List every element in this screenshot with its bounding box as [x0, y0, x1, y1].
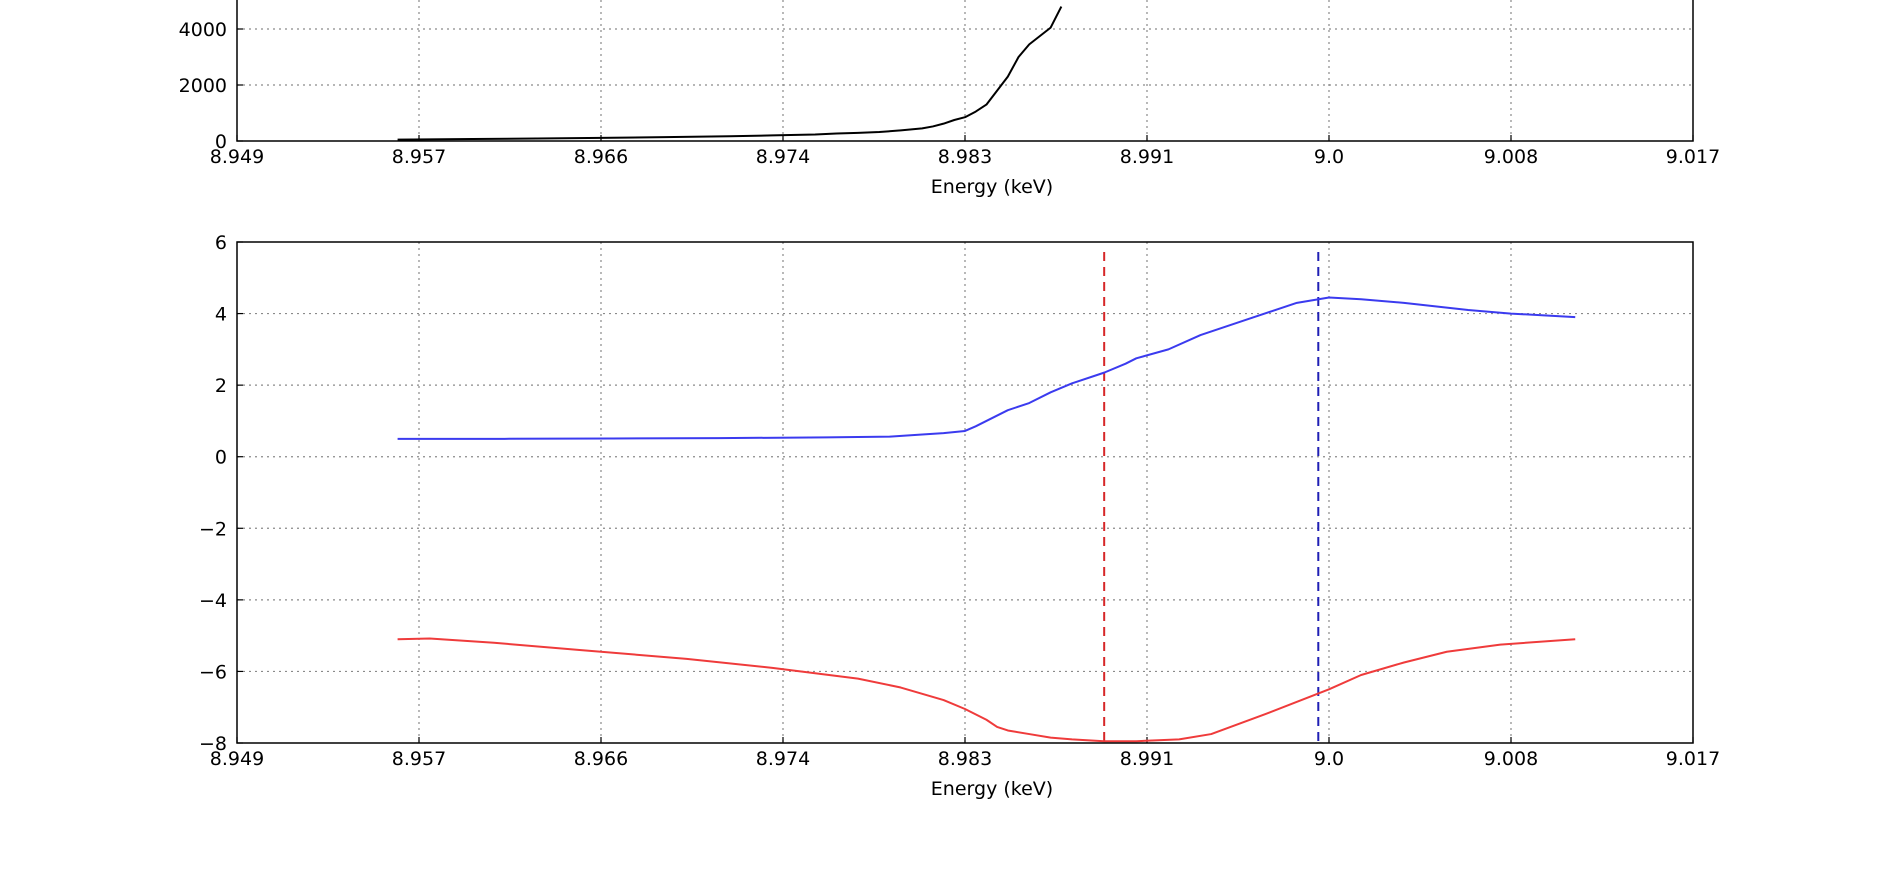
bottom-y-tick-label: −6	[199, 661, 227, 683]
bottom-plot-frame	[236, 241, 1694, 744]
bottom-y-tick-label: 6	[215, 232, 227, 254]
top-x-axis-label: Energy (keV)	[931, 176, 1053, 198]
bottom-plot-panel: 8.949 8.957 8.966 8.974 8.983 8.991 9.0 9.008 9.…	[199, 232, 1720, 800]
bottom-x-tick-label: 8.991	[1120, 748, 1174, 770]
bottom-x-tick-label: 8.957	[392, 748, 446, 770]
top-x-tick-label: 8.949	[210, 146, 264, 168]
bottom-series-line-0	[397, 296, 1576, 440]
bottom-y-tick-label: 4	[215, 304, 227, 326]
bottom-y-tick-label: 2	[215, 375, 227, 397]
top-plot-panel: 8.949 8.957 8.966 8.974 8.983 8.991 9.0 9.008 9.…	[179, 0, 1720, 198]
top-x-tick-label: 9.0	[1314, 146, 1344, 168]
bottom-x-tick-label: 8.974	[756, 748, 810, 770]
top-x-tick-label: 8.983	[938, 146, 992, 168]
bottom-x-tick-label: 8.949	[210, 748, 264, 770]
bottom-y-tick-label: 0	[215, 447, 227, 469]
top-x-tick-label: 8.957	[392, 146, 446, 168]
bottom-x-tick-label: 9.017	[1666, 748, 1720, 770]
bottom-y-tick-label: −8	[199, 733, 227, 755]
top-y-tick-label: 2000	[179, 75, 227, 97]
bottom-x-tick-label: 9.008	[1484, 748, 1538, 770]
top-x-tick-label: 8.974	[756, 146, 810, 168]
top-x-tick-label: 8.991	[1120, 146, 1174, 168]
top-x-tick-label: 9.008	[1484, 146, 1538, 168]
bottom-x-tick-label: 8.983	[938, 748, 992, 770]
bottom-x-axis-label: Energy (keV)	[931, 778, 1053, 800]
top-series-line-0	[397, 6, 1063, 141]
bottom-series-line-1	[397, 637, 1576, 743]
top-y-tick-label: 4000	[179, 19, 227, 41]
bottom-x-tick-label: 8.966	[574, 748, 628, 770]
top-plot-frame	[236, 0, 1694, 142]
bottom-y-tick-label: −2	[199, 518, 227, 540]
top-x-tick-label: 9.017	[1666, 146, 1720, 168]
top-x-tick-label: 8.966	[574, 146, 628, 168]
bottom-x-tick-label: 9.0	[1314, 748, 1344, 770]
bottom-y-tick-label: −4	[199, 590, 227, 612]
top-y-tick-label: 0	[215, 131, 227, 153]
